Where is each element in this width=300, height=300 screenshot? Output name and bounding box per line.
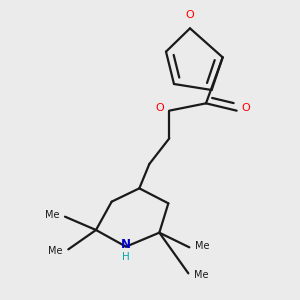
Text: N: N [121,238,131,250]
Text: Me: Me [194,270,209,280]
Text: O: O [156,103,164,113]
Text: H: H [122,252,130,262]
Text: Me: Me [195,241,210,251]
Text: O: O [242,103,250,113]
Text: Me: Me [44,210,59,220]
Text: Me: Me [48,246,62,256]
Text: O: O [186,10,194,20]
